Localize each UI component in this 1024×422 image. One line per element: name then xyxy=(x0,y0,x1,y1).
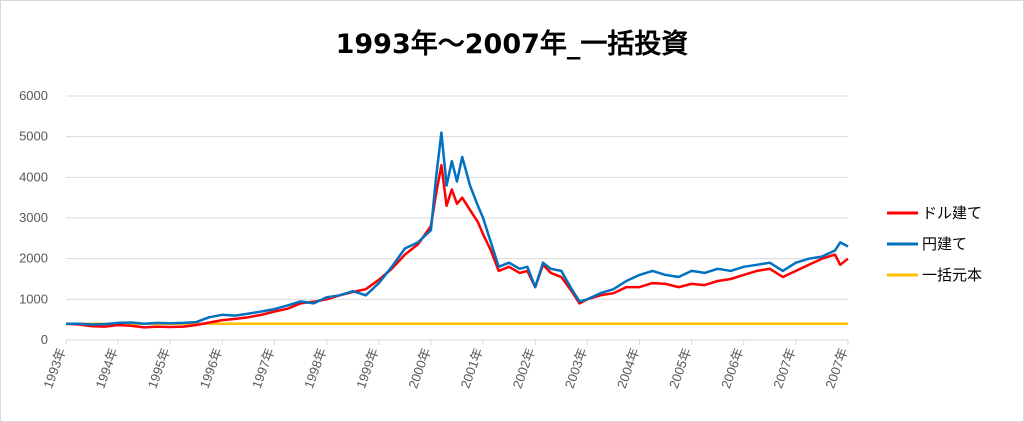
y-tick-label: 3000 xyxy=(19,210,48,225)
x-tick-label: 1997年 xyxy=(249,346,277,391)
series-lines xyxy=(65,131,849,329)
y-tick-label: 5000 xyxy=(19,129,48,144)
x-tick-label: 1993年 xyxy=(40,346,68,391)
x-axis-ticks: 1993年 1994年 1995年 1996年 1997年 1998年 1999年 2000年… xyxy=(40,340,851,391)
legend-label: ドル建て xyxy=(922,204,982,222)
y-tick-label: 4000 xyxy=(19,169,48,184)
x-tick-label: 1994年 xyxy=(93,346,121,391)
x-tick-label: 2002年 xyxy=(510,346,538,391)
y-axis-ticks: 0 1000 2000 3000 4000 5000 6000 xyxy=(19,88,48,347)
x-tick-label: 2007年 xyxy=(770,346,798,391)
x-tick-label: 2006年 xyxy=(718,346,746,391)
x-tick-label: 1998年 xyxy=(301,346,329,391)
chart-title: 1993年～2007年_一括投資 xyxy=(335,29,689,60)
legend-label: 一括元本 xyxy=(922,266,982,284)
x-tick-label: 2003年 xyxy=(562,346,590,391)
x-tick-label: 2007年 xyxy=(822,346,850,391)
series-line-0 xyxy=(65,163,849,329)
y-tick-label: 6000 xyxy=(19,88,48,103)
x-tick-label: 2000年 xyxy=(405,346,433,391)
x-tick-label: 2001年 xyxy=(457,346,485,391)
x-tick-label: 1999年 xyxy=(353,346,381,391)
series-line-1 xyxy=(66,131,849,326)
x-tick-label: 1995年 xyxy=(145,346,173,391)
x-tick-label: 2005年 xyxy=(666,346,694,391)
y-tick-label: 2000 xyxy=(19,251,48,266)
x-tick-label: 1996年 xyxy=(197,346,225,391)
gridlines xyxy=(66,95,848,341)
y-tick-label: 0 xyxy=(41,332,48,347)
x-tick-label: 2004年 xyxy=(614,346,642,391)
y-tick-label: 1000 xyxy=(19,291,48,306)
legend-label: 円建て xyxy=(922,235,967,253)
